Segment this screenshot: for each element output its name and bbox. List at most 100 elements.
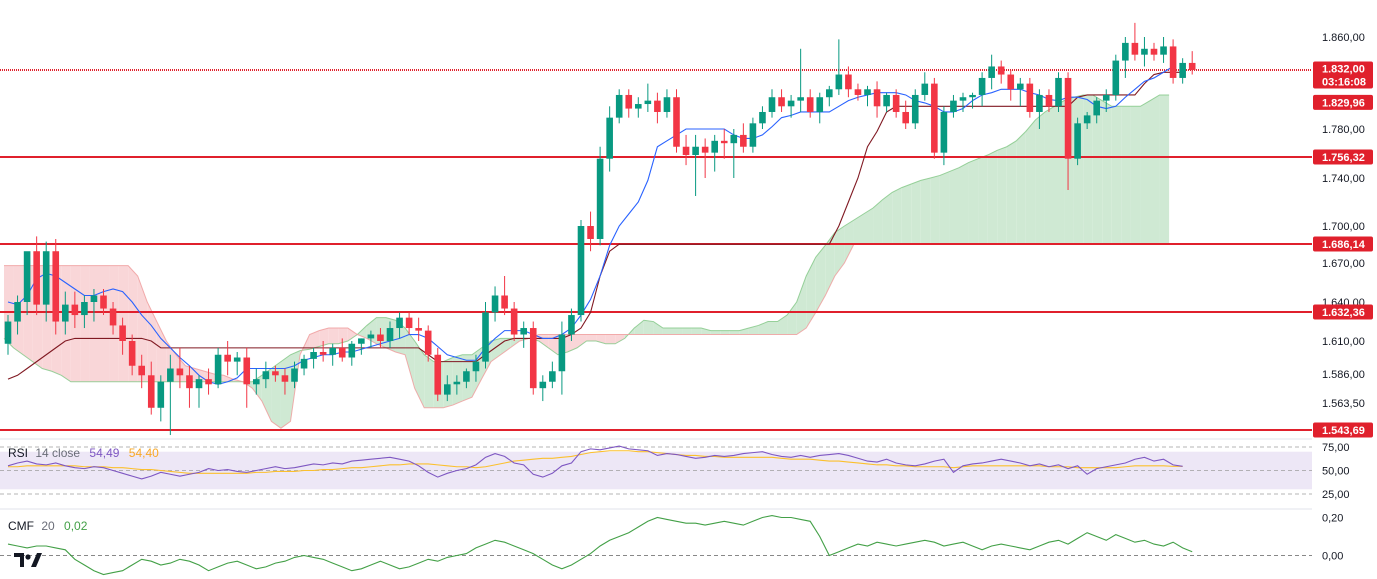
candle <box>950 94 957 118</box>
candle <box>740 123 747 153</box>
cloud-segment <box>328 328 339 344</box>
candle <box>444 375 451 402</box>
candle <box>568 308 575 341</box>
cloud-segment <box>443 357 453 408</box>
candle <box>1026 77 1034 118</box>
candle <box>673 89 680 153</box>
price-axis[interactable]: 1.860,00 1.780,00 1.740,00 1.700,00 1.670,00… <box>1322 32 1365 410</box>
candle <box>663 89 671 118</box>
rsi-legend: RSI 14 close 54,49 54,40 <box>8 446 159 460</box>
kijun-line <box>7 71 1183 380</box>
rsi-axis-tick: 25,00 <box>1322 489 1350 501</box>
candle <box>253 368 260 395</box>
candle <box>969 92 976 109</box>
candle <box>62 291 69 335</box>
candle <box>1141 37 1148 67</box>
cmf-label: CMF <box>8 519 34 533</box>
candle <box>749 117 757 153</box>
candle <box>520 321 527 348</box>
candle <box>138 354 145 389</box>
ichimoku-cloud <box>3 94 1170 429</box>
price-axis-tick: 1.860,00 <box>1322 32 1365 44</box>
candle <box>615 89 623 124</box>
candle <box>596 146 604 246</box>
cloud-segment <box>634 320 644 335</box>
candle <box>176 347 184 389</box>
cloud-segment <box>662 328 673 335</box>
cloud-segment <box>538 334 549 348</box>
cloud-segment <box>567 334 577 352</box>
cloud-segment <box>338 328 348 344</box>
cloud-segment <box>796 276 807 335</box>
cloud-segment <box>271 361 281 429</box>
candle <box>367 330 375 348</box>
candle <box>911 89 919 129</box>
candle <box>1122 37 1129 78</box>
cloud-segment <box>787 302 797 335</box>
cloud-segment <box>319 328 329 347</box>
cloud-segment <box>1159 94 1170 245</box>
candle <box>730 129 738 178</box>
cloud-segment <box>61 265 71 382</box>
cmf-pane[interactable]: 0,20 0,00 <box>0 513 1343 576</box>
candle <box>1045 89 1053 112</box>
candle <box>768 89 776 118</box>
cloud-segment <box>911 180 921 245</box>
candle <box>71 291 79 329</box>
cloud-segment <box>605 334 616 344</box>
cloud-segment <box>347 328 358 341</box>
candle <box>892 89 900 118</box>
cloud-segment <box>777 315 788 335</box>
svg-text:1.686,14: 1.686,14 <box>1322 239 1366 251</box>
cloud-segment <box>853 214 864 245</box>
candle <box>1150 42 1158 61</box>
cloud-segment <box>491 338 501 362</box>
cloud-segment <box>452 354 463 406</box>
candle <box>720 129 728 159</box>
price-axis-tick: 1.610,00 <box>1322 336 1365 348</box>
candle <box>463 368 470 389</box>
cloud-segment <box>815 245 826 313</box>
cloud-segment <box>701 328 711 335</box>
svg-text:1.832,00: 1.832,00 <box>1322 64 1365 76</box>
candle <box>100 289 107 316</box>
tenkan-path <box>7 65 1174 385</box>
candle <box>997 60 1005 84</box>
cloud-segment <box>309 330 320 350</box>
cloud-segment <box>204 371 215 382</box>
candle <box>1169 39 1177 84</box>
candle <box>1017 77 1024 107</box>
cloud-segment <box>920 178 931 245</box>
candle <box>128 334 136 376</box>
candle <box>491 286 499 322</box>
candle <box>902 100 909 129</box>
cloud-segment <box>548 334 558 355</box>
candle <box>978 72 986 107</box>
cloud-segment <box>949 167 959 245</box>
cloud-segment <box>89 265 100 382</box>
level-price-tag: 1.632,36 <box>1313 304 1373 320</box>
candle <box>291 361 298 389</box>
candle <box>81 295 88 329</box>
candle <box>940 106 948 166</box>
candle <box>157 375 165 422</box>
candle <box>386 321 394 348</box>
cloud-segment <box>70 265 81 382</box>
svg-text:03:16:08: 03:16:08 <box>1322 77 1366 89</box>
cloud-segment <box>1035 111 1045 245</box>
rsi-ma-line <box>8 450 1183 474</box>
rsi-pane[interactable]: 75,00 50,00 25,00 <box>0 442 1350 501</box>
candle <box>816 92 824 124</box>
candle <box>482 302 489 369</box>
candle <box>692 134 699 196</box>
candle <box>205 368 212 395</box>
candle <box>4 315 12 355</box>
cloud-segment <box>1025 119 1036 245</box>
cloud-segment <box>1073 94 1084 245</box>
candle <box>214 347 222 389</box>
candle <box>959 92 967 112</box>
cloud-segment <box>1044 106 1055 245</box>
candle <box>797 48 804 112</box>
